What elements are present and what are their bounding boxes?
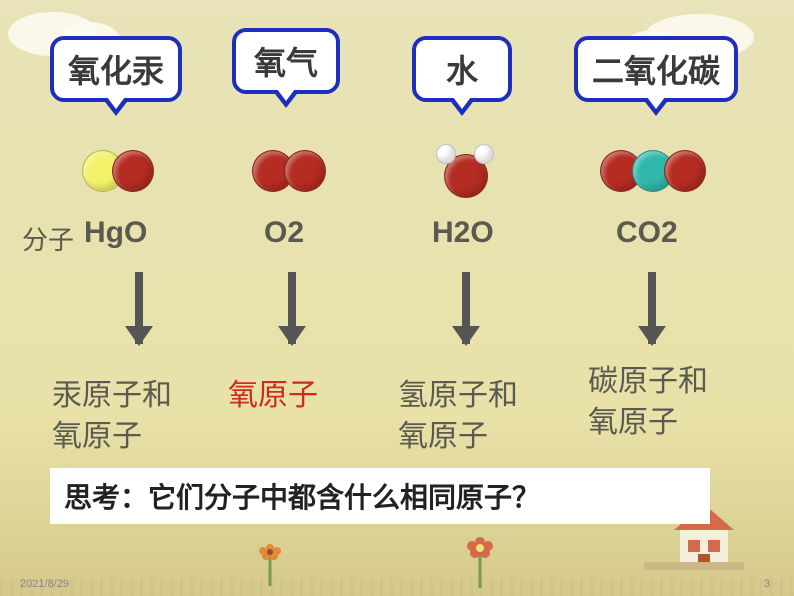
molecule-h2o	[440, 146, 492, 198]
formula-hgo: HgO	[84, 216, 147, 250]
molecule-prefix: 分子	[22, 220, 74, 257]
atoms-text-hgo: 汞原子和 氧原子	[52, 376, 172, 457]
question-text: 思考：它们分子中都含什么相同原子？	[64, 482, 540, 513]
question-bar: 思考：它们分子中都含什么相同原子？	[50, 468, 710, 524]
molecule-o2	[252, 150, 326, 192]
atoms-text-h2o: 氢原子和 氧原子	[398, 376, 518, 457]
arrow-hgo	[135, 272, 143, 344]
arrow-h2o	[462, 272, 470, 344]
formula-co2: CO2	[616, 216, 678, 250]
bubble-hgo: 氧化汞	[50, 36, 182, 102]
arrow-o2	[288, 272, 296, 344]
bubble-co2: 二氧化碳	[574, 36, 738, 102]
bubble-o2: 氧气	[232, 28, 340, 94]
molecule-co2	[600, 150, 706, 192]
date-label: 2021/8/29	[20, 578, 69, 590]
molecule-hgo	[82, 150, 154, 192]
formula-h2o: H2O	[432, 216, 494, 250]
page-number: 3	[764, 578, 770, 590]
arrow-co2	[648, 272, 656, 344]
diagram-content: 分子 氧化汞 HgO 汞原子和 氧原子 氧气 O2 氧原子 水 H2O 氢原子和 氧原子 二氧化碳…	[0, 0, 794, 596]
atoms-text-co2: 碳原子和 氧原子	[588, 362, 708, 443]
atoms-text-o2: 氧原子	[228, 376, 318, 417]
bubble-h2o: 水	[412, 36, 512, 102]
formula-o2: O2	[264, 216, 304, 250]
